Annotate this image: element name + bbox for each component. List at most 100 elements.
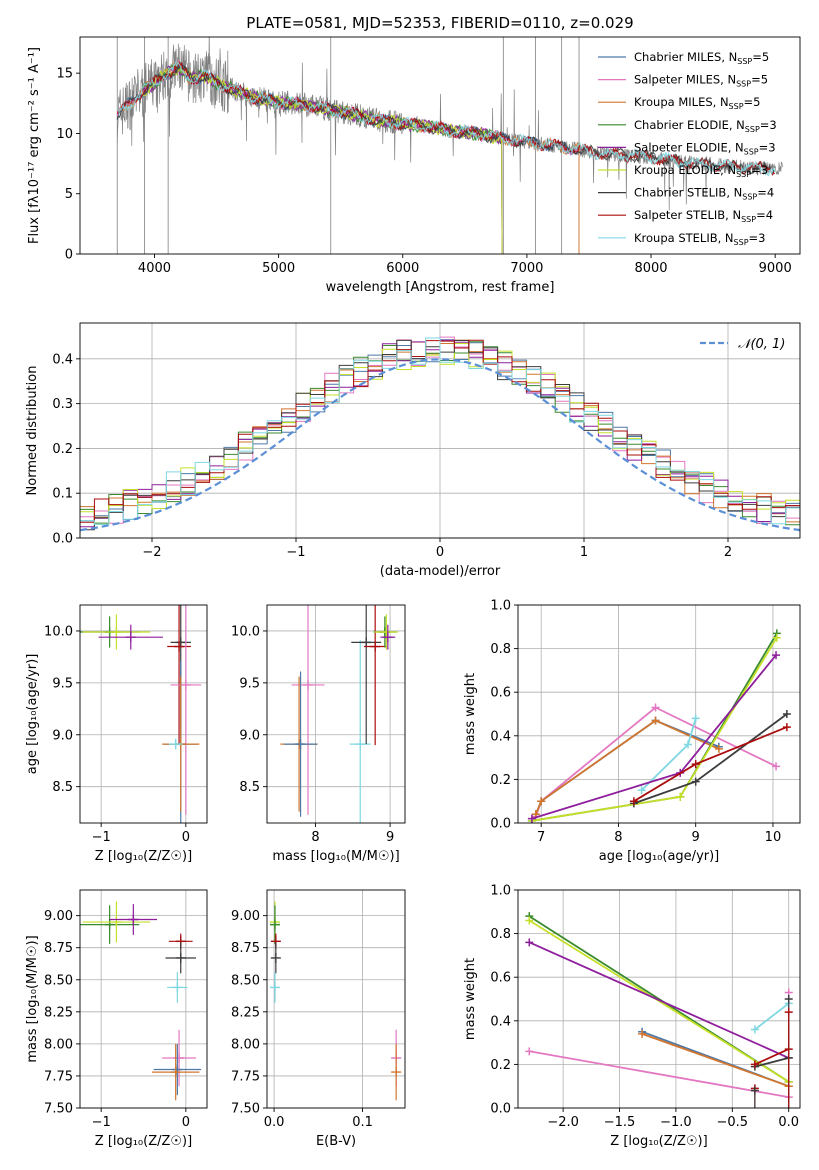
x-axis-label: age [log₁₀(age/yr)] — [599, 849, 720, 864]
point-marker — [370, 641, 381, 652]
x-tick-label: 0 — [182, 1115, 190, 1130]
series-marker — [691, 714, 700, 723]
series-marker — [772, 651, 781, 660]
point-marker — [361, 637, 372, 648]
y-tick-label: 0.2 — [52, 442, 73, 457]
series-marker — [691, 777, 700, 786]
data-point-chabrier-stelib — [351, 605, 382, 745]
y-axis-label: mass [log₁₀(M/M☉)] — [25, 935, 40, 1062]
y-tick-label: 8.50 — [231, 973, 260, 988]
data-point-kroupa-elodie — [82, 901, 151, 943]
plot-area — [80, 605, 202, 823]
series-line-salpeter-stelib — [633, 726, 788, 802]
point-marker — [125, 632, 136, 643]
series-line-kroupa-elodie — [528, 919, 790, 1083]
series-line-kroupa-stelib — [754, 1002, 790, 1031]
y-tick-label: 1.0 — [490, 884, 511, 899]
x-tick-label: −1 — [286, 545, 305, 560]
plot-area — [525, 912, 793, 1108]
series-line-salpeter-elodie — [528, 941, 790, 1059]
y-tick-label: 8.25 — [231, 1005, 260, 1020]
axes-frame — [79, 36, 801, 255]
x-tick-label: 9 — [692, 830, 700, 845]
y-tick-label: 0.4 — [490, 1014, 511, 1029]
x-tick-label: 0.0 — [778, 1115, 799, 1130]
legend-label: Kroupa ELODIE, NSSP=3 — [634, 163, 768, 179]
x-tick-label: 6000 — [386, 261, 419, 276]
x-axis-label: Z [log₁₀(Z/Z☉)] — [95, 1134, 192, 1149]
point-marker — [295, 739, 306, 750]
series-marker — [525, 916, 534, 925]
data-point-chabrier-elodie — [269, 905, 280, 944]
series-marker — [750, 1025, 759, 1034]
x-tick-label: 0.0 — [264, 1115, 285, 1130]
y-tick-label: 0.3 — [52, 397, 73, 412]
series-marker — [651, 716, 660, 725]
data-point-kroupa-stelib — [349, 640, 371, 823]
x-tick-label: 8 — [614, 830, 622, 845]
x-tick-label: 9000 — [759, 261, 792, 276]
y-axis-label: age [log₁₀(age/yr)] — [25, 654, 40, 775]
data-point-kroupa-elodie — [82, 614, 151, 650]
y-tick-label: 0 — [65, 248, 73, 263]
x-axis-label: E(B-V) — [316, 1134, 356, 1149]
series-marker — [691, 760, 700, 769]
x-tick-label: 4000 — [138, 261, 171, 276]
panel-mass_vs_Z: −1 0 7.50 7.75 8.00 8.25 8.50 8.75 9.00 Z [log₁₀(… — [25, 889, 208, 1149]
y-axis-label: mass weight — [463, 958, 478, 1040]
x-tick-label: 8000 — [634, 261, 667, 276]
series-marker — [651, 703, 660, 712]
legend-label: Kroupa MILES, NSSP=5 — [634, 95, 760, 111]
model-spectrum-chabrier-miles — [116, 62, 580, 254]
y-tick-label: 0.2 — [490, 1058, 511, 1073]
series-line-chabrier-stelib — [754, 1057, 789, 1068]
model-spectrum-salpeter-stelib — [116, 61, 776, 176]
series-marker — [782, 710, 791, 718]
data-point-kroupa-stelib — [168, 738, 183, 750]
axes-frame — [79, 889, 208, 1109]
y-tick-label: 0.0 — [490, 1102, 511, 1117]
point-marker — [355, 739, 366, 750]
extra-marker — [750, 1086, 759, 1095]
panel-massweight_vs_age: 7 8 9 10 0.0 0.2 0.4 0.6 0.8 1.0 age [log₁₀(age/yr… — [463, 599, 801, 864]
data-point-kroupa-miles — [151, 1043, 200, 1101]
extra-marker — [784, 1008, 793, 1017]
x-tick-label: 8 — [311, 830, 319, 845]
panel-residuals: 𝒩(0, 1) −2 −1 0 1 2 0.0 0.1 0.2 0.3 0.4 (data-model… — [25, 322, 801, 579]
point-marker — [111, 917, 122, 928]
x-tick-label: 0.1 — [352, 1115, 373, 1130]
x-tick-label: 1 — [580, 545, 588, 560]
series-marker — [772, 633, 781, 642]
legend-label: 𝒩(0, 1) — [738, 337, 785, 352]
data-point-salpeter-elodie — [98, 624, 163, 650]
point-marker — [180, 679, 191, 690]
point-marker — [170, 1067, 181, 1078]
legend-label: Salpeter MILES, NSSP=5 — [634, 73, 768, 89]
point-marker — [175, 952, 186, 963]
y-tick-label: 0.8 — [490, 642, 511, 657]
panel-massweight_vs_Z: −2.0 −1.5 −1.0 −0.5 0.0 0.0 0.2 0.4 0.6 0.8 1.0 Z [… — [463, 884, 801, 1149]
series-line-kroupa-miles — [641, 1033, 790, 1088]
x-axis-label: mass [log₁₀(M/M☉)] — [272, 849, 399, 864]
point-marker — [175, 637, 186, 648]
y-tick-label: 0.2 — [490, 773, 511, 788]
y-tick-label: 8.75 — [231, 941, 260, 956]
y-tick-label: 15 — [56, 67, 73, 82]
series-marker — [782, 723, 791, 732]
point-marker — [128, 914, 139, 925]
legend-label: Chabrier MILES, NSSP=5 — [634, 50, 769, 66]
data-point-salpeter-miles — [162, 1029, 196, 1087]
y-tick-label: 9.00 — [44, 909, 73, 924]
x-tick-label: 2 — [724, 545, 732, 560]
series-marker — [537, 797, 546, 806]
y-tick-label: 9.00 — [231, 909, 260, 924]
model-spectrum-kroupa-elodie — [141, 66, 503, 254]
point-marker — [172, 982, 183, 993]
data-point-chabrier-miles — [284, 671, 317, 817]
y-tick-label: 9.5 — [52, 676, 73, 691]
series-line-salpeter-elodie — [531, 654, 777, 820]
x-tick-label: 0 — [182, 830, 190, 845]
series-marker — [683, 740, 692, 749]
y-tick-label: 7.50 — [44, 1102, 73, 1117]
point-marker — [111, 626, 122, 637]
